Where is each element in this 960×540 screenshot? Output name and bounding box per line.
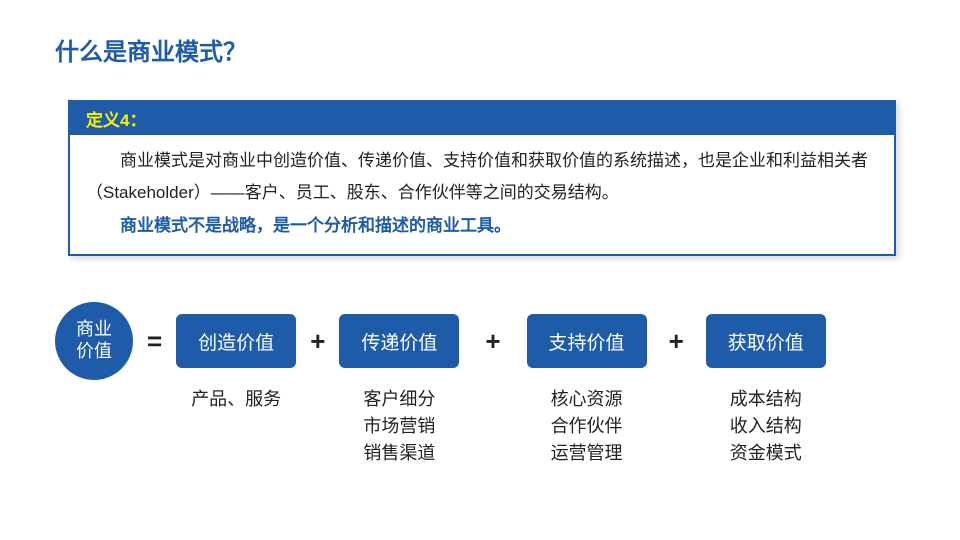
- sub-support: 核心资源 合作伙伴 运营管理: [551, 386, 623, 467]
- sub-item: 运营管理: [551, 440, 623, 467]
- definition-body: 商业模式是对商业中创造价值、传递价值、支持价值和获取价值的系统描述，也是企业和利…: [70, 135, 894, 254]
- definition-header: 定义4：: [70, 102, 894, 135]
- circle-line1: 商业: [76, 319, 112, 341]
- sub-item: 成本结构: [730, 386, 802, 413]
- plus-3: +: [647, 326, 706, 357]
- sub-item: 销售渠道: [363, 440, 435, 467]
- eq-col-1: 传递价值 客户细分 市场营销 销售渠道: [339, 300, 459, 467]
- box-deliver: 传递价值: [339, 314, 459, 368]
- plus-2: +: [459, 326, 526, 357]
- sub-item: 合作伙伴: [551, 413, 623, 440]
- plus-1: +: [296, 326, 339, 357]
- equals-sign: =: [133, 326, 176, 357]
- circle-line2: 价值: [76, 341, 112, 363]
- definition-text: 商业模式是对商业中创造价值、传递价值、支持价值和获取价值的系统描述，也是企业和利…: [86, 145, 878, 210]
- box-create: 创造价值: [176, 314, 296, 368]
- sub-item: 核心资源: [551, 386, 623, 413]
- eq-col-0: 创造价值 产品、服务: [176, 300, 296, 413]
- definition-emphasis: 商业模式不是战略，是一个分析和描述的商业工具。: [86, 210, 878, 242]
- value-circle: 商业 价值: [55, 302, 133, 380]
- sub-item: 资金模式: [730, 440, 802, 467]
- sub-capture: 成本结构 收入结构 资金模式: [730, 386, 802, 467]
- page-title: 什么是商业模式？: [55, 32, 247, 67]
- eq-col-3: 获取价值 成本结构 收入结构 资金模式: [706, 300, 826, 467]
- box-support: 支持价值: [527, 314, 647, 368]
- eq-col-2: 支持价值 核心资源 合作伙伴 运营管理: [527, 300, 647, 467]
- sub-create: 产品、服务: [191, 386, 281, 413]
- sub-item: 客户细分: [363, 386, 435, 413]
- sub-item: 产品、服务: [191, 386, 281, 413]
- box-capture: 获取价值: [706, 314, 826, 368]
- definition-box: 定义4： 商业模式是对商业中创造价值、传递价值、支持价值和获取价值的系统描述，也…: [68, 100, 896, 256]
- sub-item: 市场营销: [363, 413, 435, 440]
- sub-deliver: 客户细分 市场营销 销售渠道: [363, 386, 435, 467]
- equation-row: 商业 价值 = 创造价值 产品、服务 + 传递价值 客户细分 市场营销 销售渠道…: [55, 300, 915, 467]
- sub-item: 收入结构: [730, 413, 802, 440]
